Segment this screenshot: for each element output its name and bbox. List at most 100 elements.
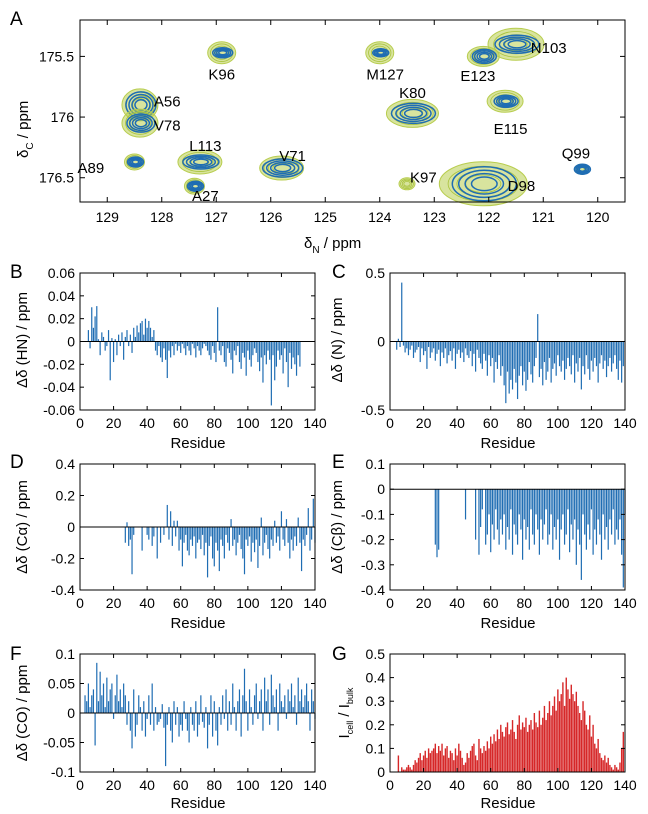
- peak-contours-v71: [259, 155, 305, 181]
- bar-residue-101: [248, 689, 251, 713]
- bar-residue-83: [528, 489, 530, 550]
- bar-residue-56: [483, 341, 485, 354]
- peak-label-a27: A27: [192, 188, 219, 205]
- bar-residue-40: [456, 341, 458, 354]
- bars-e: [434, 489, 626, 588]
- bar-residue-27: [434, 743, 437, 772]
- bar-residue-56: [173, 701, 175, 713]
- bar-residue-58: [486, 489, 488, 535]
- bar-residue-52: [166, 341, 168, 379]
- bar-residue-58: [486, 341, 488, 376]
- bar-residue-79: [212, 713, 214, 737]
- bar-residue-35: [448, 757, 450, 772]
- bar-residue-114: [270, 527, 272, 540]
- bar-residue-117: [275, 689, 277, 713]
- bar-residue-112: [577, 489, 579, 530]
- green-contour: [365, 41, 395, 65]
- bar-residue-96: [550, 489, 552, 515]
- bar-residue-114: [270, 341, 272, 406]
- bar-residue-83: [528, 724, 531, 772]
- bar-residue-53: [478, 738, 480, 772]
- bar-residue-68: [503, 736, 505, 772]
- blue-contour: [576, 165, 588, 173]
- bar-residue-137: [619, 489, 621, 520]
- bar-residue-77: [208, 527, 210, 546]
- bar-residue-67: [501, 489, 504, 535]
- blue-contour: [126, 113, 156, 133]
- bar-residue-122: [594, 489, 596, 530]
- x-tick-label: 0: [76, 595, 84, 611]
- bar-residue-102: [560, 694, 562, 772]
- bar-residue-19: [421, 341, 423, 349]
- bar-residue-43: [151, 336, 153, 342]
- bar-residue-9: [404, 769, 406, 772]
- bar-residue-105: [255, 683, 257, 713]
- blue-contour: [395, 104, 432, 123]
- blue-contour: [189, 182, 201, 190]
- bar-residue-27: [434, 341, 436, 361]
- blue-contour: [503, 38, 531, 51]
- bar-residue-119: [279, 341, 281, 360]
- bar-residue-27: [124, 527, 126, 543]
- bar-residue-93: [545, 341, 547, 380]
- bar-residue-55: [171, 527, 173, 546]
- bar-residue-74: [513, 731, 515, 772]
- blue-contour: [451, 166, 518, 202]
- peak-label-a56: A56: [154, 93, 181, 110]
- bar-residue-120: [280, 701, 283, 713]
- bar-residue-32: [133, 527, 135, 535]
- bar-residue-120: [280, 341, 283, 356]
- bar-residue-76: [206, 713, 209, 749]
- bar-residue-49: [161, 341, 163, 363]
- bar-residue-121: [592, 341, 594, 372]
- peak-contours-e123: [466, 45, 500, 67]
- bar-residue-16: [106, 677, 108, 713]
- blue-contour: [189, 157, 213, 167]
- bar-residue-103: [562, 341, 564, 361]
- bar-residue-91: [232, 527, 234, 546]
- bar-residue-37: [451, 753, 453, 772]
- bar-residue-50: [163, 527, 165, 535]
- bar-residue-94: [547, 713, 549, 772]
- bar-residue-100: [247, 713, 249, 731]
- bar-residue-106: [257, 713, 259, 719]
- bar-residue-134: [304, 527, 306, 546]
- bar-residue-78: [210, 527, 212, 537]
- bar-residue-116: [584, 341, 586, 375]
- bar-residue-42: [149, 327, 152, 342]
- bar-residue-123: [285, 519, 288, 527]
- x-tick-label: 80: [516, 415, 532, 431]
- bar-residue-13: [101, 695, 103, 713]
- bar-residue-48: [469, 341, 472, 352]
- bar-residue-21: [114, 339, 116, 342]
- bar-residue-129: [605, 762, 608, 772]
- x-tick-label: 140: [303, 595, 327, 611]
- bar-residue-78: [210, 341, 212, 360]
- bar-residue-25: [121, 332, 123, 342]
- bar-residue-105: [565, 341, 567, 369]
- bar-residue-72: [200, 341, 202, 356]
- bar-residue-85: [531, 729, 534, 772]
- bar-residue-104: [253, 341, 256, 349]
- bar-residue-77: [518, 715, 520, 772]
- bar-residue-109: [572, 489, 574, 540]
- bar-residue-107: [569, 341, 571, 367]
- peak-label-k97: K97: [410, 170, 437, 187]
- bar-residue-88: [537, 314, 539, 342]
- bar-residue-45: [154, 341, 157, 351]
- bar-residue-56: [173, 520, 175, 527]
- bar-residue-110: [574, 489, 576, 520]
- y-tick-label: -0.04: [43, 379, 75, 395]
- bar-residue-8: [402, 341, 405, 346]
- bar-residue-70: [506, 722, 509, 772]
- x-tick-label: 122: [477, 209, 501, 225]
- bar-residue-84: [220, 341, 222, 356]
- bar-residue-57: [485, 341, 487, 361]
- bar-residue-29: [128, 341, 130, 347]
- x-tick-label: 124: [368, 209, 392, 225]
- bars-f: [84, 662, 316, 767]
- bar-residue-48: [159, 527, 162, 543]
- bar-residue-72: [200, 695, 202, 713]
- bar-residue-65: [498, 489, 500, 545]
- bar-residue-71: [508, 734, 510, 772]
